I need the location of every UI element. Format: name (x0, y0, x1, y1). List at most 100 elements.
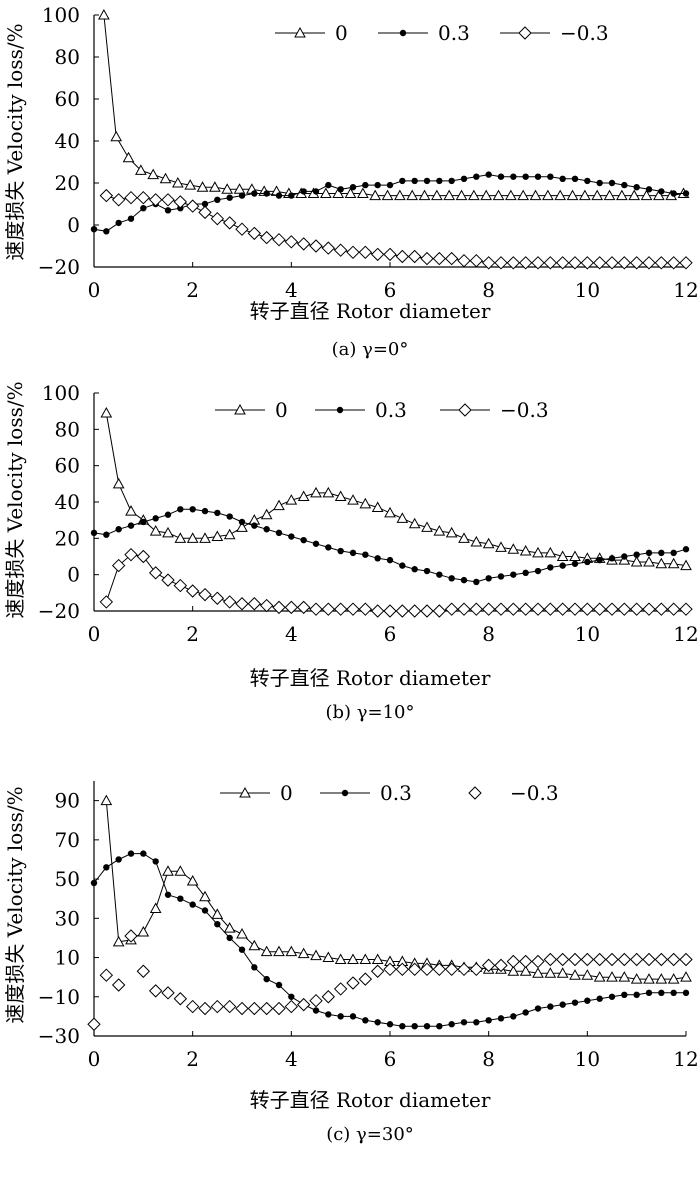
data-point (263, 975, 270, 983)
data-point (670, 190, 677, 197)
data-point (532, 546, 544, 558)
data-point (226, 513, 233, 520)
data-point (263, 190, 270, 197)
data-point (214, 509, 221, 517)
data-point (469, 962, 484, 977)
x-axis-label: 转子直径 Rotor diameter (250, 1088, 491, 1112)
y-tick-label: −10 (38, 985, 80, 1009)
data-point (470, 535, 483, 547)
data-point (310, 486, 322, 498)
data-point (518, 954, 533, 969)
data-point (127, 215, 135, 222)
data-point (358, 245, 373, 260)
data-point (236, 927, 248, 939)
data-point (555, 952, 570, 967)
legend-marker (399, 29, 407, 37)
data-point (436, 1022, 443, 1030)
data-point (469, 253, 484, 268)
data-point (460, 576, 468, 584)
data-point (519, 545, 532, 556)
data-point (247, 1001, 262, 1016)
data-point (161, 193, 175, 207)
data-point (682, 989, 690, 997)
data-point (201, 907, 209, 914)
data-point (432, 962, 447, 977)
data-point (296, 997, 311, 1012)
data-point (362, 551, 369, 558)
data-point (616, 189, 628, 201)
data-point (399, 177, 406, 185)
data-point (374, 1019, 381, 1026)
data-point (457, 602, 471, 616)
data-point (643, 555, 655, 567)
x-tick-label: 12 (673, 278, 698, 302)
data-point (569, 969, 581, 980)
data-point (606, 971, 618, 982)
y-tick-label: 30 (55, 906, 80, 930)
data-point (555, 256, 570, 270)
data-point (666, 602, 681, 616)
data-point (332, 187, 345, 198)
data-point (431, 189, 443, 201)
data-point (214, 920, 221, 928)
data-point (233, 183, 246, 194)
data-point (534, 1005, 542, 1012)
data-point (667, 557, 680, 569)
y-tick-label: 20 (55, 526, 80, 550)
data-point (297, 490, 310, 502)
data-point (211, 908, 224, 919)
y-tick-label: 0 (67, 213, 80, 237)
data-point (322, 951, 335, 963)
data-point (494, 256, 508, 270)
data-point (371, 501, 384, 512)
data-point (320, 187, 332, 198)
data-point (99, 188, 114, 203)
legend: 0 0.3 −0.3 (275, 21, 609, 45)
data-point (494, 602, 508, 616)
data-point (608, 993, 616, 1000)
data-point (680, 971, 692, 982)
data-point (238, 518, 246, 526)
data-point (654, 602, 669, 616)
data-point (296, 237, 311, 251)
data-point (247, 597, 262, 611)
y-tick-label: 0 (67, 563, 80, 587)
series-0 (100, 794, 692, 984)
data-point (251, 522, 258, 529)
data-point (605, 952, 619, 967)
x-tick-label: 0 (88, 622, 101, 646)
data-point (185, 199, 200, 213)
data-point (383, 247, 397, 262)
data-point (284, 235, 299, 249)
data-point (346, 602, 360, 616)
data-point (531, 256, 545, 270)
data-point (174, 865, 187, 876)
data-point (223, 922, 236, 933)
data-point (633, 551, 640, 558)
data-point (407, 249, 422, 264)
data-point (386, 181, 394, 189)
panel-caption: (c) γ=30° (326, 1124, 414, 1145)
y-tick-label: −20 (38, 255, 80, 279)
data-point (159, 172, 172, 184)
data-point (621, 181, 628, 189)
data-point (395, 962, 410, 977)
data-point (581, 969, 594, 980)
data-point (346, 245, 360, 260)
data-point (300, 188, 307, 195)
data-point (653, 189, 665, 201)
y-tick-label: −30 (38, 1024, 80, 1048)
data-point (630, 973, 643, 984)
data-point (633, 184, 640, 191)
data-point (458, 532, 470, 543)
data-point (148, 984, 163, 998)
data-point (214, 196, 221, 203)
chart-panel-0: 0 2 4 6 8 10 12 −20 0 20 40 60 80 100 转子直径 Rotor diame… (3, 3, 699, 360)
data-point (455, 189, 468, 201)
legend-label: −0.3 (500, 398, 549, 422)
x-tick-label: 10 (575, 278, 600, 302)
data-point (346, 976, 360, 990)
x-tick-label: 12 (673, 1047, 698, 1071)
data-point (344, 187, 357, 198)
data-point (629, 952, 644, 967)
